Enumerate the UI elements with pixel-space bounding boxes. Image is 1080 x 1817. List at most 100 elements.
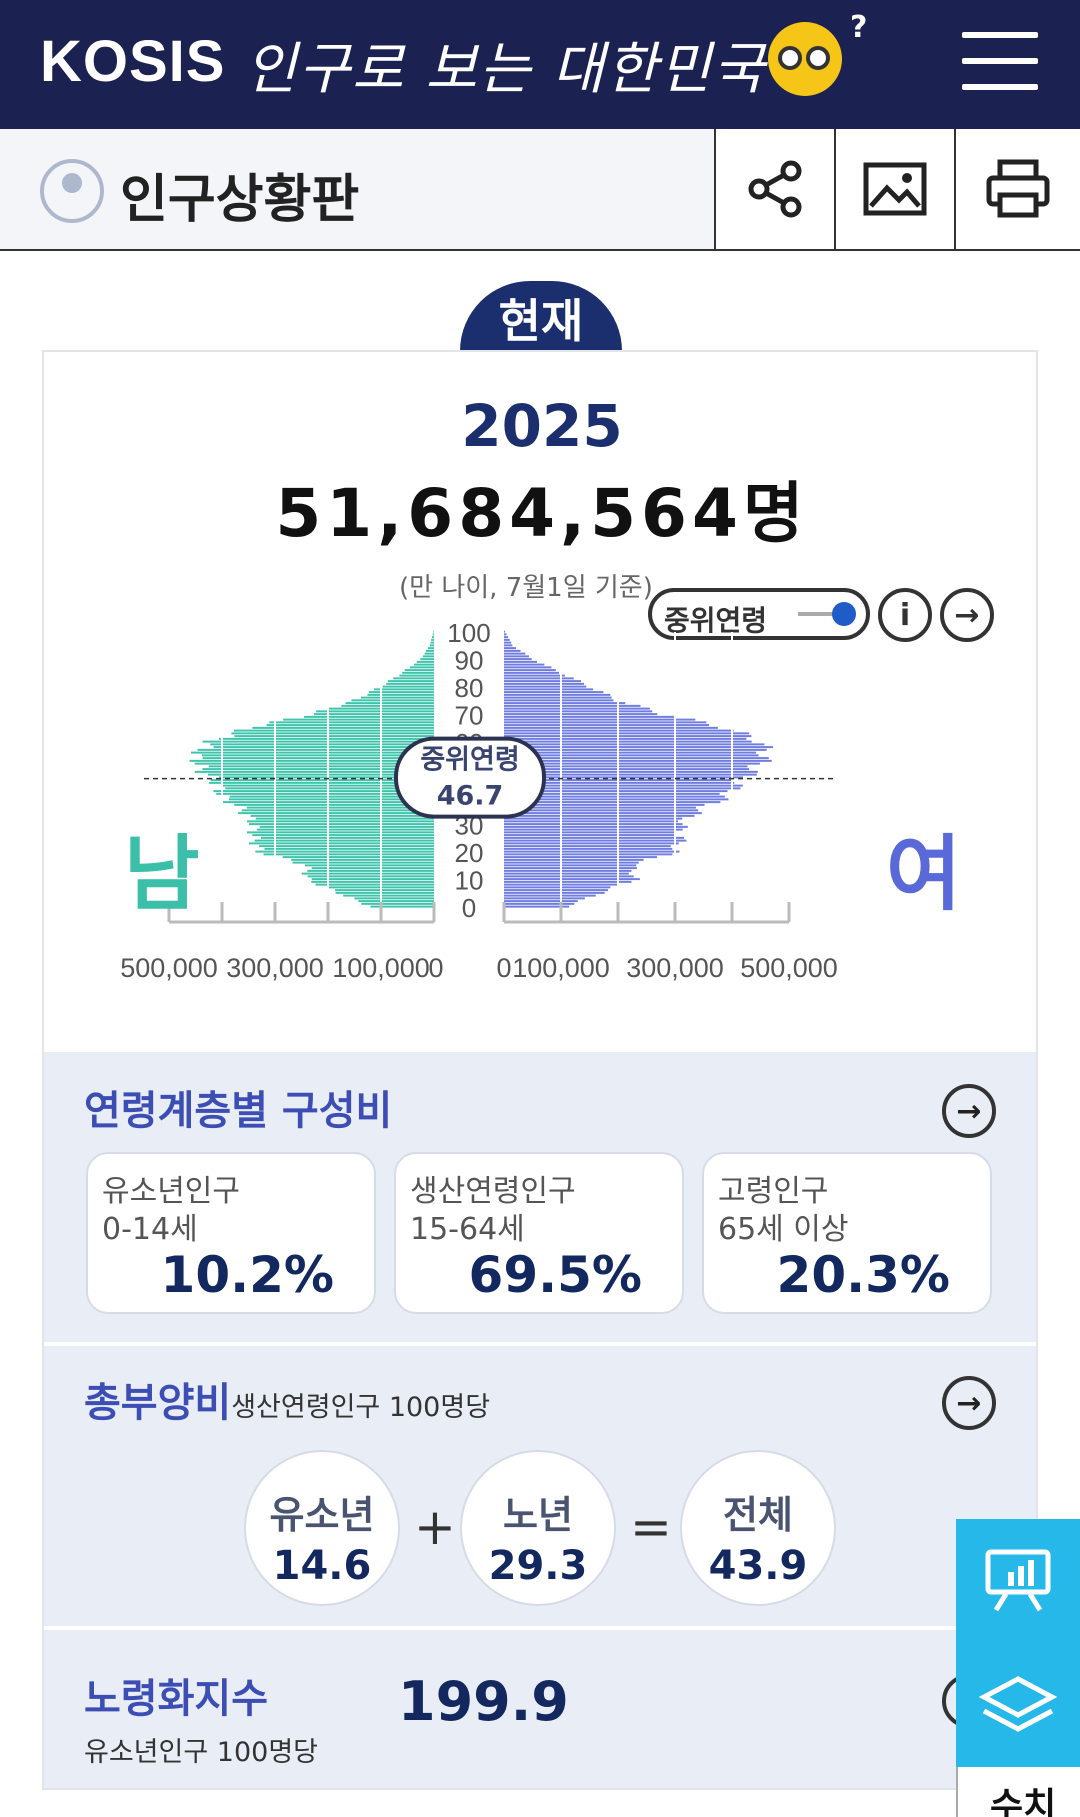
female-bar [504,825,688,828]
female-bar [504,795,725,798]
female-bar [504,894,596,897]
male-bar [194,762,434,765]
female-bar [504,666,552,669]
sub-header: 인구상황판 [0,129,1080,251]
female-bar [504,792,720,795]
info-button[interactable]: i [878,588,932,642]
x-tick-label: 0 [428,953,443,982]
male-bar [260,836,434,839]
median-age-toggle[interactable]: 중위연령 [648,588,870,640]
male-bar [257,828,434,831]
male-bar [425,649,434,652]
population-refresh-icon [40,159,104,223]
male-bar [374,688,434,691]
male-bar [313,713,434,716]
male-bar [247,831,434,834]
male-bar [241,809,434,812]
age-group-value: 20.3% [776,1246,950,1304]
female-bar [504,817,683,820]
male-bar [358,900,434,903]
aging-index-title: 노령화지수 [84,1676,268,1722]
arrow-right-icon: → [956,1093,982,1129]
male-bar [354,897,434,900]
dependency-more-button[interactable]: → [942,1376,996,1430]
basis-note: (만 나이, 7월1일 기준) [399,573,653,603]
male-bar [431,636,434,639]
pyramid-more-button[interactable]: → [940,588,994,642]
tab-current[interactable]: 현재 [460,281,622,351]
print-icon [986,159,1050,218]
age-structure-more-button[interactable]: → [942,1084,996,1138]
female-bar [504,655,529,658]
x-tick-label: 300,000 [226,953,324,982]
female-bar [504,867,637,870]
elderly-dependency-label: 노년 [503,1493,573,1537]
print-button[interactable] [954,129,1080,249]
male-bar [307,875,434,878]
female-bar [504,751,757,754]
age-structure-section: 연령계층별 구성비 → 유소년인구 0-14세 10.2% 생산연령인구 15-… [44,1052,1036,1342]
male-bar [429,644,434,647]
population-card: 2025 51,684,564명 (만 나이, 7월1일 기준) 중위연령 i … [42,350,1038,1790]
toggle-knob [832,602,856,626]
female-bar [504,732,750,735]
female-bar [504,630,506,633]
female-bar [504,842,679,845]
arrow-right-icon: → [956,1385,982,1421]
male-bar [213,746,434,749]
youth-dependency-value: 14.6 [272,1543,372,1589]
median-badge-value: 46.7 [437,781,504,812]
share-icon [748,160,802,218]
female-bar [504,663,545,666]
age-group-name: 유소년인구 [102,1174,240,1209]
female-bar [504,715,676,718]
female-bar [504,880,632,883]
female-bar [504,809,699,812]
male-label: 남 [124,827,200,922]
female-bar [504,674,565,677]
male-bar [266,724,434,727]
male-bar [208,781,434,784]
female-bar [504,798,729,801]
female-bar [504,781,735,784]
female-bar [504,669,556,672]
female-bar [504,776,743,779]
female-bar [504,735,752,738]
female-bar [504,806,696,809]
male-bar [248,842,434,845]
dependency-section: 총부양비생산연령인구 100명당 → 유소년 14.6 + 노년 29.3 = … [44,1346,1036,1626]
female-bar [504,721,707,724]
male-bar [202,768,434,771]
female-bar [504,773,757,776]
female-bar [504,644,513,647]
side-presentation-button[interactable] [956,1519,1080,1643]
female-bar [504,856,657,859]
male-bar [208,765,434,768]
equals-sign: = [630,1498,672,1556]
hamburger-menu-icon[interactable] [962,32,1038,90]
elderly-dependency-value: 29.3 [488,1543,588,1589]
side-layers-button[interactable] [956,1643,1080,1767]
male-bar [432,633,434,636]
female-bar [504,754,759,757]
side-values-tab[interactable]: 수치 [956,1767,1080,1817]
female-bar [504,759,772,762]
male-bar [252,834,434,837]
male-bar [234,729,434,732]
male-bar [210,779,434,782]
share-button[interactable] [714,129,834,249]
female-bar [504,905,570,908]
age-group-name: 고령인구 [718,1174,829,1209]
kosis-logo[interactable]: KOSIS [40,29,226,94]
male-bar [231,732,434,735]
female-bar [504,858,644,861]
male-bar [315,883,434,886]
age-group-range: 0-14세 [102,1212,198,1247]
female-bar [504,803,705,806]
male-bar [343,894,434,897]
male-bar [197,748,434,751]
female-bar [504,869,632,872]
female-bar [504,839,687,842]
female-bar [504,748,767,751]
save-image-button[interactable] [834,129,954,249]
